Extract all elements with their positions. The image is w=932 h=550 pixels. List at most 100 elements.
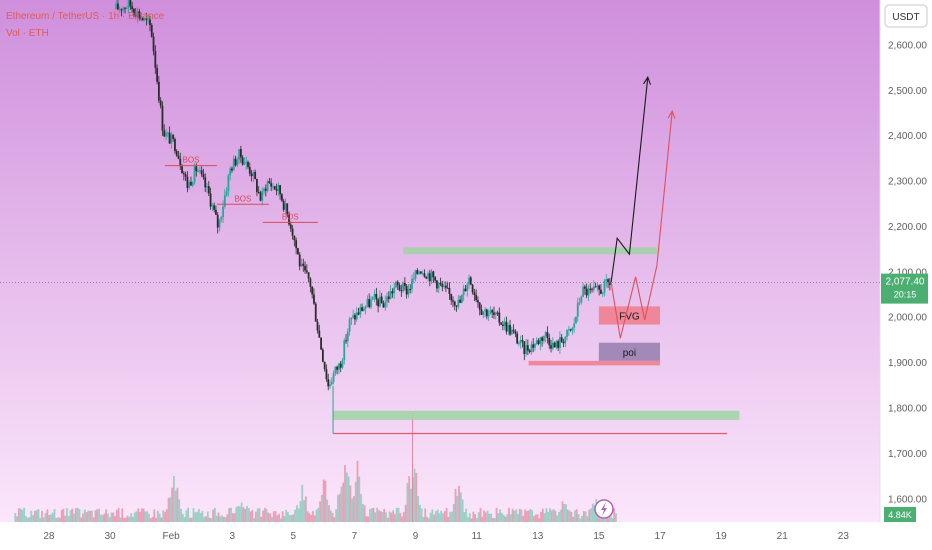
candle-body bbox=[457, 299, 460, 307]
green-zone[interactable] bbox=[403, 247, 657, 255]
candle-body bbox=[530, 344, 533, 353]
volume-legend[interactable]: Vol · ETH bbox=[6, 28, 49, 39]
volume-bar bbox=[465, 508, 468, 522]
volume-bar bbox=[351, 498, 354, 522]
volume-bar bbox=[183, 517, 186, 522]
volume-bar bbox=[454, 488, 457, 522]
volume-bar bbox=[436, 509, 439, 522]
candle-body bbox=[418, 271, 421, 274]
volume-bar bbox=[153, 509, 156, 522]
red-zone[interactable] bbox=[528, 360, 660, 366]
green-zone[interactable] bbox=[333, 410, 740, 420]
volume-bar bbox=[76, 507, 79, 522]
volume-bar bbox=[329, 510, 332, 522]
candle-body bbox=[421, 273, 424, 275]
black-projection-path[interactable] bbox=[610, 77, 649, 283]
time-tick-label: 7 bbox=[352, 531, 358, 542]
bos-label: BOS bbox=[234, 194, 251, 203]
volume-bar bbox=[51, 512, 54, 522]
candle-body bbox=[213, 205, 216, 210]
candle-body bbox=[587, 288, 590, 296]
volume-bar bbox=[342, 482, 345, 522]
volume-bar bbox=[89, 511, 92, 522]
volume-bar bbox=[160, 517, 163, 522]
volume-bar bbox=[226, 514, 229, 522]
volume-bar bbox=[240, 502, 243, 522]
poi-label: poi bbox=[623, 348, 636, 359]
volume-bar bbox=[110, 512, 113, 522]
volume-bar bbox=[427, 518, 430, 522]
candle-body bbox=[190, 181, 192, 186]
candle-body bbox=[402, 283, 404, 292]
candle-body bbox=[553, 342, 556, 348]
volume-bar bbox=[301, 484, 304, 522]
volume-bar bbox=[262, 510, 264, 522]
volume-bar bbox=[39, 517, 42, 522]
red-projection-path[interactable] bbox=[610, 111, 673, 339]
candle-body bbox=[354, 315, 356, 320]
volume-bar bbox=[417, 495, 420, 522]
candle-body bbox=[498, 312, 501, 323]
candle-body bbox=[252, 171, 255, 177]
candle-body bbox=[175, 151, 178, 156]
volume-bar bbox=[497, 513, 500, 522]
volume-bar bbox=[397, 507, 400, 522]
volume-bar bbox=[197, 508, 200, 522]
candle-body bbox=[607, 279, 609, 283]
currency-selector[interactable]: USDT bbox=[884, 4, 928, 28]
candle-body bbox=[231, 168, 233, 171]
candle-body bbox=[361, 307, 363, 312]
volume-bar bbox=[28, 517, 31, 522]
volume-bar bbox=[582, 511, 585, 522]
poi-zone[interactable] bbox=[598, 342, 660, 361]
volume-bar bbox=[591, 503, 594, 522]
candle-body bbox=[368, 299, 371, 308]
bos-markers: BOS BOS BOS bbox=[165, 156, 318, 223]
volume-bar bbox=[563, 503, 566, 522]
replay-lightning-button[interactable] bbox=[594, 499, 614, 519]
volume-bar bbox=[128, 516, 131, 522]
volume-bar bbox=[317, 507, 320, 522]
candle-body bbox=[200, 170, 203, 175]
volume-bar bbox=[62, 508, 65, 522]
volume-bar bbox=[233, 513, 236, 522]
candle-body bbox=[555, 341, 558, 348]
price-tick-label: 2,300.00 bbox=[888, 177, 927, 188]
volume-bar bbox=[545, 508, 548, 522]
candle-body bbox=[446, 287, 449, 289]
symbol-legend[interactable]: Ethereum / TetherUS · 1h · Binance bbox=[6, 11, 165, 22]
volume-bar bbox=[149, 518, 152, 522]
volume-bar bbox=[476, 518, 478, 522]
candle-body bbox=[314, 303, 317, 322]
candle-body bbox=[161, 105, 164, 131]
volume-bar bbox=[442, 513, 444, 522]
candle-body bbox=[209, 193, 212, 207]
volume-bar bbox=[413, 468, 416, 522]
volume-bar bbox=[87, 510, 90, 522]
candle-body bbox=[516, 333, 519, 344]
volume-bar bbox=[517, 514, 519, 522]
candle-body bbox=[514, 331, 517, 334]
volume-bar bbox=[493, 518, 496, 522]
volume-bar bbox=[552, 509, 555, 522]
volume-bar bbox=[295, 505, 298, 522]
candle-body bbox=[391, 291, 394, 294]
volume-bar bbox=[221, 515, 223, 522]
volume-bar bbox=[46, 509, 49, 522]
candle-body bbox=[345, 340, 347, 342]
volume-bar bbox=[258, 508, 261, 522]
volume-bar bbox=[283, 516, 286, 522]
volume-bar bbox=[374, 512, 377, 522]
volume-bar bbox=[559, 509, 562, 522]
candle-body bbox=[409, 288, 412, 290]
candle-body bbox=[393, 287, 396, 294]
volume-bar bbox=[74, 508, 77, 522]
price-axis: 2,600.00 2,500.00 2,400.00 2,300.00 2,200.00… bbox=[888, 40, 927, 505]
candle-body bbox=[202, 174, 205, 178]
candle-body bbox=[232, 158, 235, 171]
volume-bar bbox=[490, 513, 493, 522]
candle-body bbox=[277, 185, 280, 191]
candle-body bbox=[477, 300, 479, 303]
volume-bar bbox=[461, 499, 464, 522]
